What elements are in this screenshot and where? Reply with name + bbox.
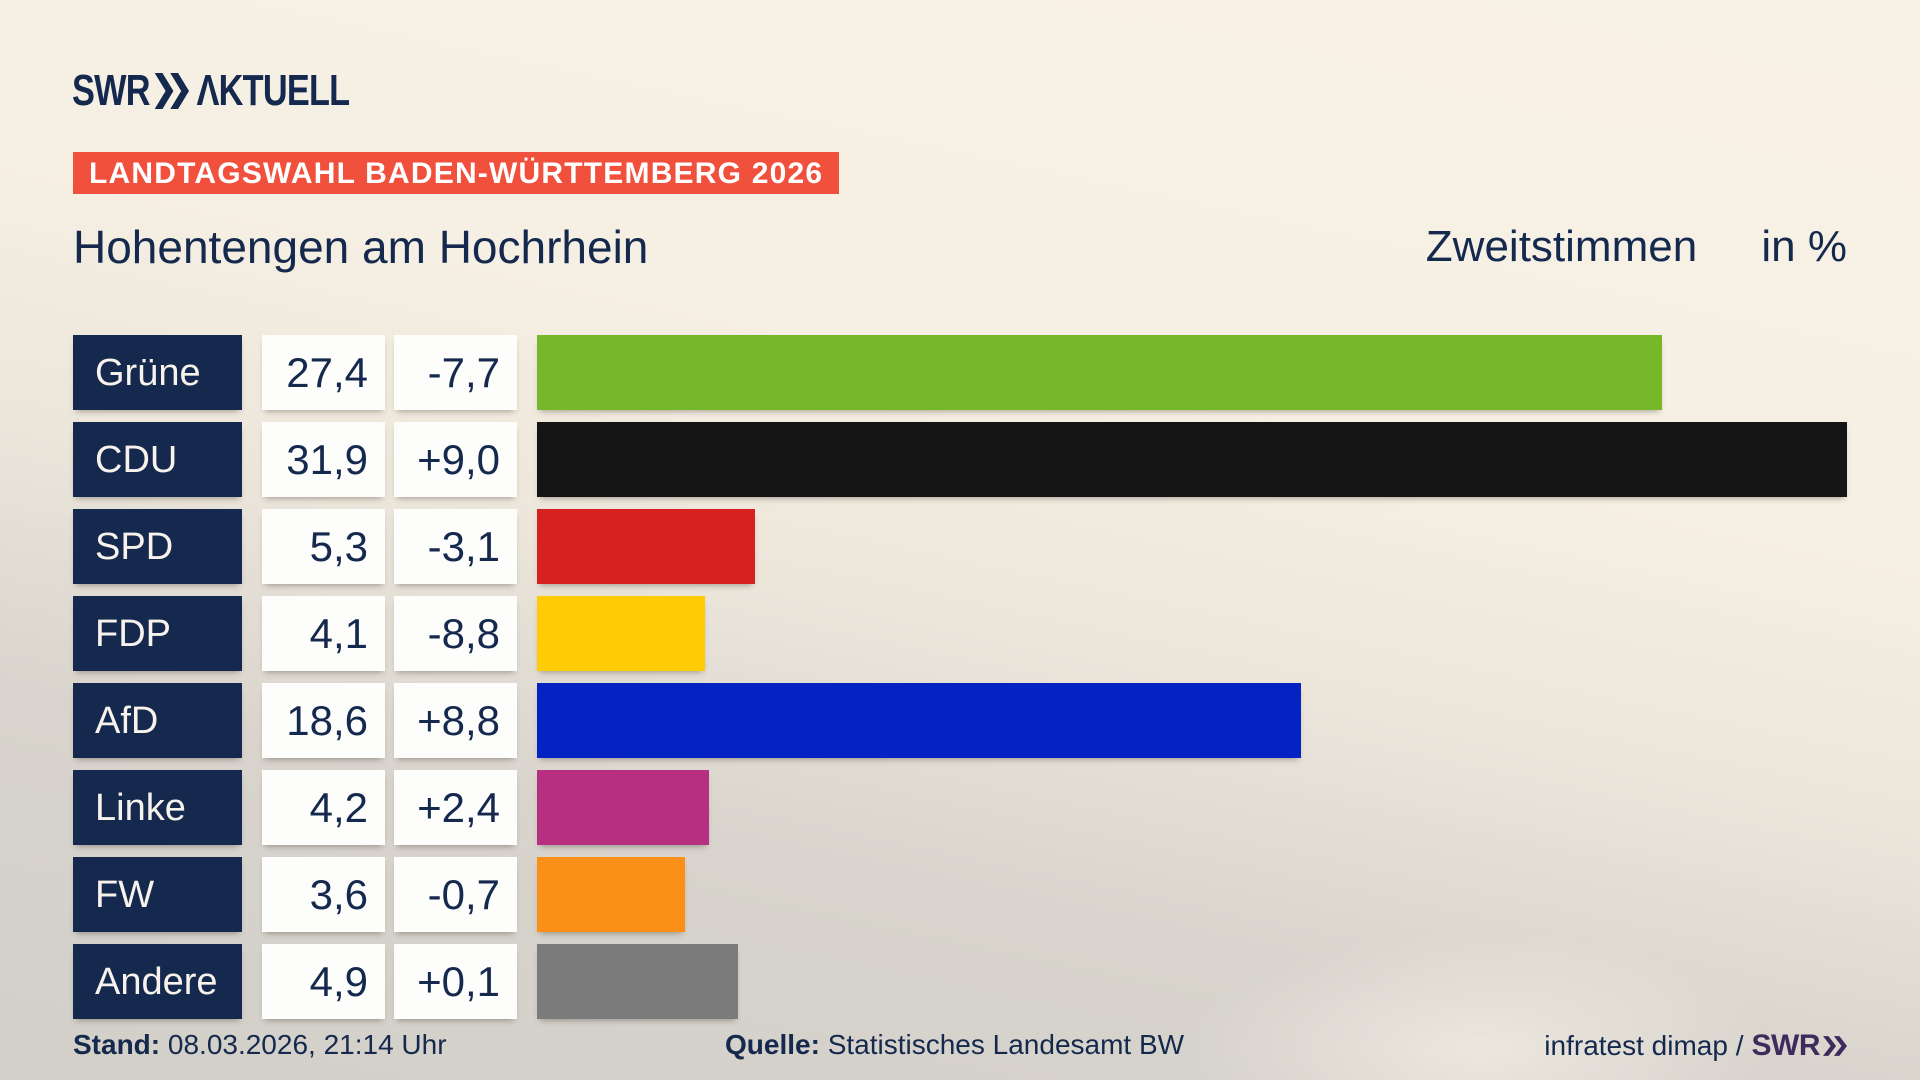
party-label: CDU: [73, 422, 242, 497]
value-cell: 4,2: [262, 770, 385, 845]
chart-row: SPD 5,3 -3,1: [0, 509, 1920, 584]
value-cell: 3,6: [262, 857, 385, 932]
party-label: Linke: [73, 770, 242, 845]
chart-row: Grüne 27,4 -7,7: [0, 335, 1920, 410]
bar: [537, 857, 685, 932]
delta-cell: +8,8: [394, 683, 517, 758]
bar: [537, 770, 709, 845]
chart-row: FW 3,6 -0,7: [0, 857, 1920, 932]
credit-brand-text: SWR: [1751, 1029, 1821, 1062]
bar: [537, 944, 738, 1019]
chart-rows: Grüne 27,4 -7,7 CDU 31,9 +9,0 SPD 5,3 -3…: [0, 335, 1920, 1035]
credit-text: infratest dimap /: [1544, 1030, 1744, 1061]
party-label: SPD: [73, 509, 242, 584]
party-label: AfD: [73, 683, 242, 758]
bar: [537, 683, 1301, 758]
value-cell: 31,9: [262, 422, 385, 497]
party-label: Andere: [73, 944, 242, 1019]
source-value: Statistisches Landesamt BW: [827, 1029, 1185, 1060]
logo-swr-text: SWR: [72, 66, 151, 115]
chart-row: Linke 4,2 +2,4: [0, 770, 1920, 845]
value-cell: 4,9: [262, 944, 385, 1019]
value-cell: 27,4: [262, 335, 385, 410]
page-title: Hohentengen am Hochrhein: [73, 221, 649, 273]
chart-row: Andere 4,9 +0,1: [0, 944, 1920, 1019]
source-label: Quelle:: [725, 1029, 820, 1060]
delta-cell: -3,1: [394, 509, 517, 584]
unit-label: in %: [1761, 222, 1847, 271]
value-cell: 18,6: [262, 683, 385, 758]
delta-cell: +0,1: [394, 944, 517, 1019]
stand-note: Stand: 08.03.2026, 21:14 Uhr: [73, 1029, 447, 1061]
credit-brand: SWR: [1751, 1029, 1847, 1063]
banner: LANDTAGSWAHL BADEN-WÜRTTEMBERG 2026: [73, 152, 840, 194]
measure-label: Zweitstimmen: [1425, 222, 1698, 271]
source-note: Quelle: Statistisches Landesamt BW: [725, 1029, 1184, 1061]
swr-chevrons-icon: [154, 73, 189, 109]
bar: [537, 596, 705, 671]
bar: [537, 335, 1662, 410]
value-cell: 4,1: [262, 596, 385, 671]
chart-row: CDU 31,9 +9,0: [0, 422, 1920, 497]
bar: [537, 509, 755, 584]
logo-aktuell-text: ΛKTUELL: [196, 66, 351, 115]
delta-cell: -8,8: [394, 596, 517, 671]
chart-row: FDP 4,1 -8,8: [0, 596, 1920, 671]
delta-cell: +2,4: [394, 770, 517, 845]
value-cell: 5,3: [262, 509, 385, 584]
party-label: FW: [73, 857, 242, 932]
party-label: Grüne: [73, 335, 242, 410]
party-label: FDP: [73, 596, 242, 671]
swr-chevrons-small-icon: [1823, 1036, 1847, 1056]
footer: Stand: 08.03.2026, 21:14 Uhr Quelle: Sta…: [0, 1029, 1920, 1069]
credit-note: infratest dimap / SWR: [1544, 1029, 1847, 1063]
delta-cell: +9,0: [394, 422, 517, 497]
chart-row: AfD 18,6 +8,8: [0, 683, 1920, 758]
delta-cell: -0,7: [394, 857, 517, 932]
delta-cell: -7,7: [394, 335, 517, 410]
stand-label: Stand:: [73, 1029, 161, 1060]
bar: [537, 422, 1847, 497]
swr-aktuell-logo: SWR ΛKTUELL: [72, 66, 351, 116]
measure-heading: Zweitstimmen in %: [1426, 222, 1847, 272]
stand-value: 08.03.2026, 21:14 Uhr: [167, 1029, 447, 1060]
